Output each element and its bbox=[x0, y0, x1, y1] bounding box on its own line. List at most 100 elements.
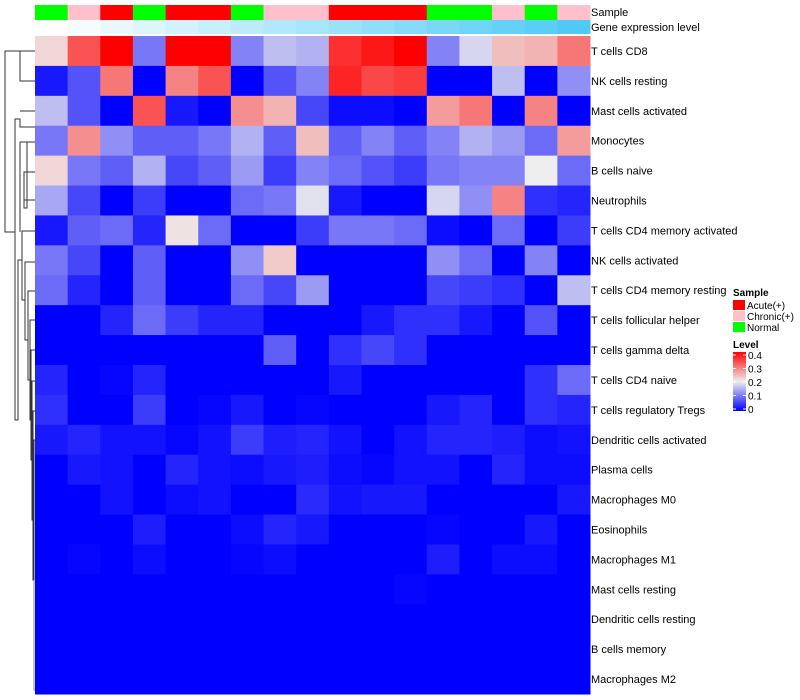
heatmap-cell bbox=[230, 394, 265, 426]
heatmap-cell bbox=[394, 484, 428, 516]
heatmap-cell bbox=[492, 664, 526, 695]
heatmap-cell bbox=[426, 424, 460, 456]
heatmap-cell bbox=[328, 95, 362, 127]
heatmap-cell bbox=[198, 185, 232, 216]
heatmap-cell bbox=[394, 185, 428, 216]
heatmap-cell bbox=[132, 394, 167, 426]
row-label: NK cells activated bbox=[591, 255, 678, 267]
heatmap-cell bbox=[459, 424, 493, 456]
heatmap-cell bbox=[296, 604, 330, 635]
heatmap-cell bbox=[492, 574, 526, 605]
heatmap-cell bbox=[67, 365, 101, 396]
heatmap-cell bbox=[296, 335, 330, 366]
legend-swatch bbox=[733, 311, 745, 321]
heatmap-cell bbox=[230, 125, 265, 157]
row-label: B cells naive bbox=[591, 166, 653, 178]
heatmap-cell bbox=[394, 365, 428, 396]
heatmap-cell bbox=[361, 365, 395, 396]
heatmap-cell bbox=[361, 604, 395, 635]
heatmap-cell bbox=[263, 335, 297, 366]
heatmap-cell bbox=[426, 454, 460, 486]
heatmap-cell bbox=[459, 514, 493, 545]
heatmap-cell bbox=[35, 604, 69, 635]
heatmap-cell bbox=[35, 125, 69, 157]
heatmap-cell bbox=[35, 394, 69, 426]
heatmap-cell bbox=[67, 664, 101, 695]
gene-level-annotation-cell bbox=[361, 20, 395, 34]
legend-sample-label: Chronic(+) bbox=[747, 312, 794, 323]
heatmap-cell bbox=[361, 125, 395, 157]
heatmap-cell bbox=[230, 335, 265, 366]
legend-level-label: 0.2 bbox=[748, 378, 762, 389]
heatmap-cell bbox=[394, 245, 428, 276]
heatmap-cell bbox=[230, 305, 265, 336]
heatmap-cell bbox=[361, 424, 395, 456]
heatmap-cell bbox=[524, 245, 558, 276]
heatmap-cell bbox=[328, 65, 362, 97]
sample-annotation-cell bbox=[35, 5, 69, 20]
heatmap-cell bbox=[198, 634, 232, 665]
heatmap-cell bbox=[132, 574, 167, 605]
heatmap-cell bbox=[35, 305, 69, 336]
heatmap-cell bbox=[132, 155, 167, 187]
heatmap-cell bbox=[100, 604, 134, 635]
heatmap-cell bbox=[35, 275, 69, 306]
heatmap-cell bbox=[557, 664, 591, 695]
heatmap-cell bbox=[67, 36, 101, 67]
heatmap-cell bbox=[524, 484, 558, 516]
heatmap-cell bbox=[198, 275, 232, 306]
heatmap-cell bbox=[100, 574, 134, 605]
heatmap-cell bbox=[557, 305, 591, 336]
heatmap-cell bbox=[67, 394, 101, 426]
heatmap-cell bbox=[296, 36, 330, 67]
gene-level-annotation-cell bbox=[198, 20, 232, 34]
heatmap-cell bbox=[35, 215, 69, 246]
heatmap-cell bbox=[557, 454, 591, 486]
heatmap-cell bbox=[132, 365, 167, 396]
heatmap-cell bbox=[426, 365, 460, 396]
heatmap-cell bbox=[361, 394, 395, 426]
heatmap-cell bbox=[230, 275, 265, 306]
row-dendrogram bbox=[4, 50, 35, 691]
heatmap-cell bbox=[524, 275, 558, 306]
heatmap-cell bbox=[328, 245, 362, 276]
gene-level-annotation-cell bbox=[328, 20, 362, 34]
heatmap-cell bbox=[426, 65, 460, 97]
heatmap-cell bbox=[361, 95, 395, 127]
heatmap-cell bbox=[100, 215, 134, 246]
heatmap-cell bbox=[361, 335, 395, 366]
heatmap-cell bbox=[35, 664, 69, 695]
heatmap-cell bbox=[394, 394, 428, 426]
heatmap-cell bbox=[132, 604, 167, 635]
heatmap-cell bbox=[67, 215, 101, 246]
heatmap-cell bbox=[132, 454, 167, 486]
heatmap-cell bbox=[67, 424, 101, 456]
heatmap-cell bbox=[328, 125, 362, 157]
legend-swatch bbox=[733, 300, 745, 310]
heatmap-cell bbox=[100, 36, 134, 67]
heatmap-cell bbox=[328, 155, 362, 187]
heatmap-cell bbox=[361, 275, 395, 306]
heatmap-cell bbox=[524, 574, 558, 605]
heatmap-cell bbox=[67, 544, 101, 575]
gene-level-annotation-cell bbox=[426, 20, 460, 34]
heatmap-cell bbox=[230, 36, 265, 67]
heatmap-cell bbox=[100, 125, 134, 157]
heatmap-cell bbox=[328, 335, 362, 366]
heatmap-cell bbox=[67, 514, 101, 545]
sample-annotation-cell bbox=[361, 5, 395, 20]
heatmap-cell bbox=[35, 365, 69, 396]
heatmap-cell bbox=[296, 664, 330, 695]
heatmap-cell bbox=[263, 185, 297, 216]
heatmap-cell bbox=[426, 275, 460, 306]
gene-level-annotation-cell bbox=[35, 20, 69, 34]
row-label: Eosinophils bbox=[591, 525, 648, 537]
heatmap-cell bbox=[198, 514, 232, 545]
heatmap-cell bbox=[361, 574, 395, 605]
heatmap-cell bbox=[198, 394, 232, 426]
heatmap-cell bbox=[524, 514, 558, 545]
sample-annotation-cell bbox=[67, 5, 101, 20]
heatmap-cell bbox=[35, 544, 69, 575]
heatmap-cell bbox=[492, 394, 526, 426]
row-label: T cells CD4 memory activated bbox=[591, 225, 738, 237]
